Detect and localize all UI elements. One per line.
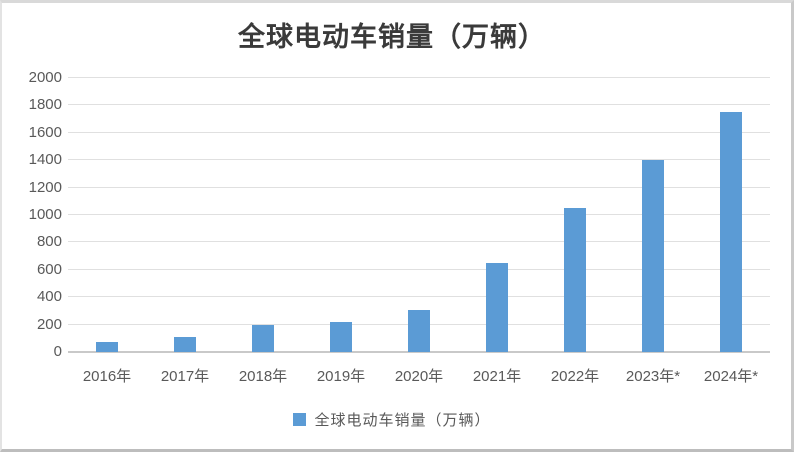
bar-2021年 [486, 262, 508, 352]
x-tick-label: 2017年 [160, 368, 210, 385]
gridline [68, 268, 770, 270]
gridline [68, 186, 770, 188]
y-tick-label: 1200 [28, 178, 62, 196]
y-tick-label: 0 [53, 343, 62, 360]
plot-area [68, 77, 770, 353]
y-tick-label: 400 [36, 288, 62, 306]
bar-2019年 [330, 321, 352, 352]
legend-label: 全球电动车销量（万辆） [314, 412, 491, 429]
bar-2017年 [174, 336, 196, 352]
y-tick-label: 200 [36, 315, 62, 333]
gridline [68, 296, 770, 298]
gridline [68, 77, 770, 78]
legend: 全球电动车销量（万辆） [2, 409, 782, 430]
bar-2016年 [96, 342, 118, 352]
y-tick-label: 2000 [28, 69, 62, 86]
bar-2023年* [642, 160, 664, 352]
gridline [68, 104, 770, 106]
x-tick-label: 2019年 [316, 368, 366, 385]
x-tick-label: 2020年 [394, 368, 444, 385]
x-tick-label: 2018年 [238, 368, 288, 385]
gridline [68, 241, 770, 243]
chart-title: 全球电动车销量（万辆） [238, 22, 546, 52]
bar-2024年* [720, 112, 742, 352]
x-tick-label: 2016年 [82, 368, 132, 385]
gridline [68, 214, 770, 215]
y-tick-label: 1600 [28, 123, 62, 141]
x-tick-label: 2021年 [472, 368, 522, 385]
y-tick-label: 800 [36, 233, 62, 251]
x-tick-label: 2023年* [625, 368, 681, 385]
bar-2018年 [252, 324, 274, 352]
y-tick-label: 1400 [28, 151, 62, 169]
bar-2020年 [408, 309, 430, 352]
x-tick-label: 2024年* [703, 368, 759, 385]
y-tick-label: 600 [36, 260, 62, 278]
x-axis-line [68, 351, 770, 353]
x-tick-label: 2022年 [550, 368, 600, 385]
gridline [68, 131, 770, 133]
bar-2022年 [564, 208, 586, 352]
legend-swatch-icon [293, 413, 307, 426]
y-tick-label: 1800 [28, 96, 62, 114]
gridline [68, 159, 770, 161]
y-tick-label: 1000 [28, 206, 62, 223]
